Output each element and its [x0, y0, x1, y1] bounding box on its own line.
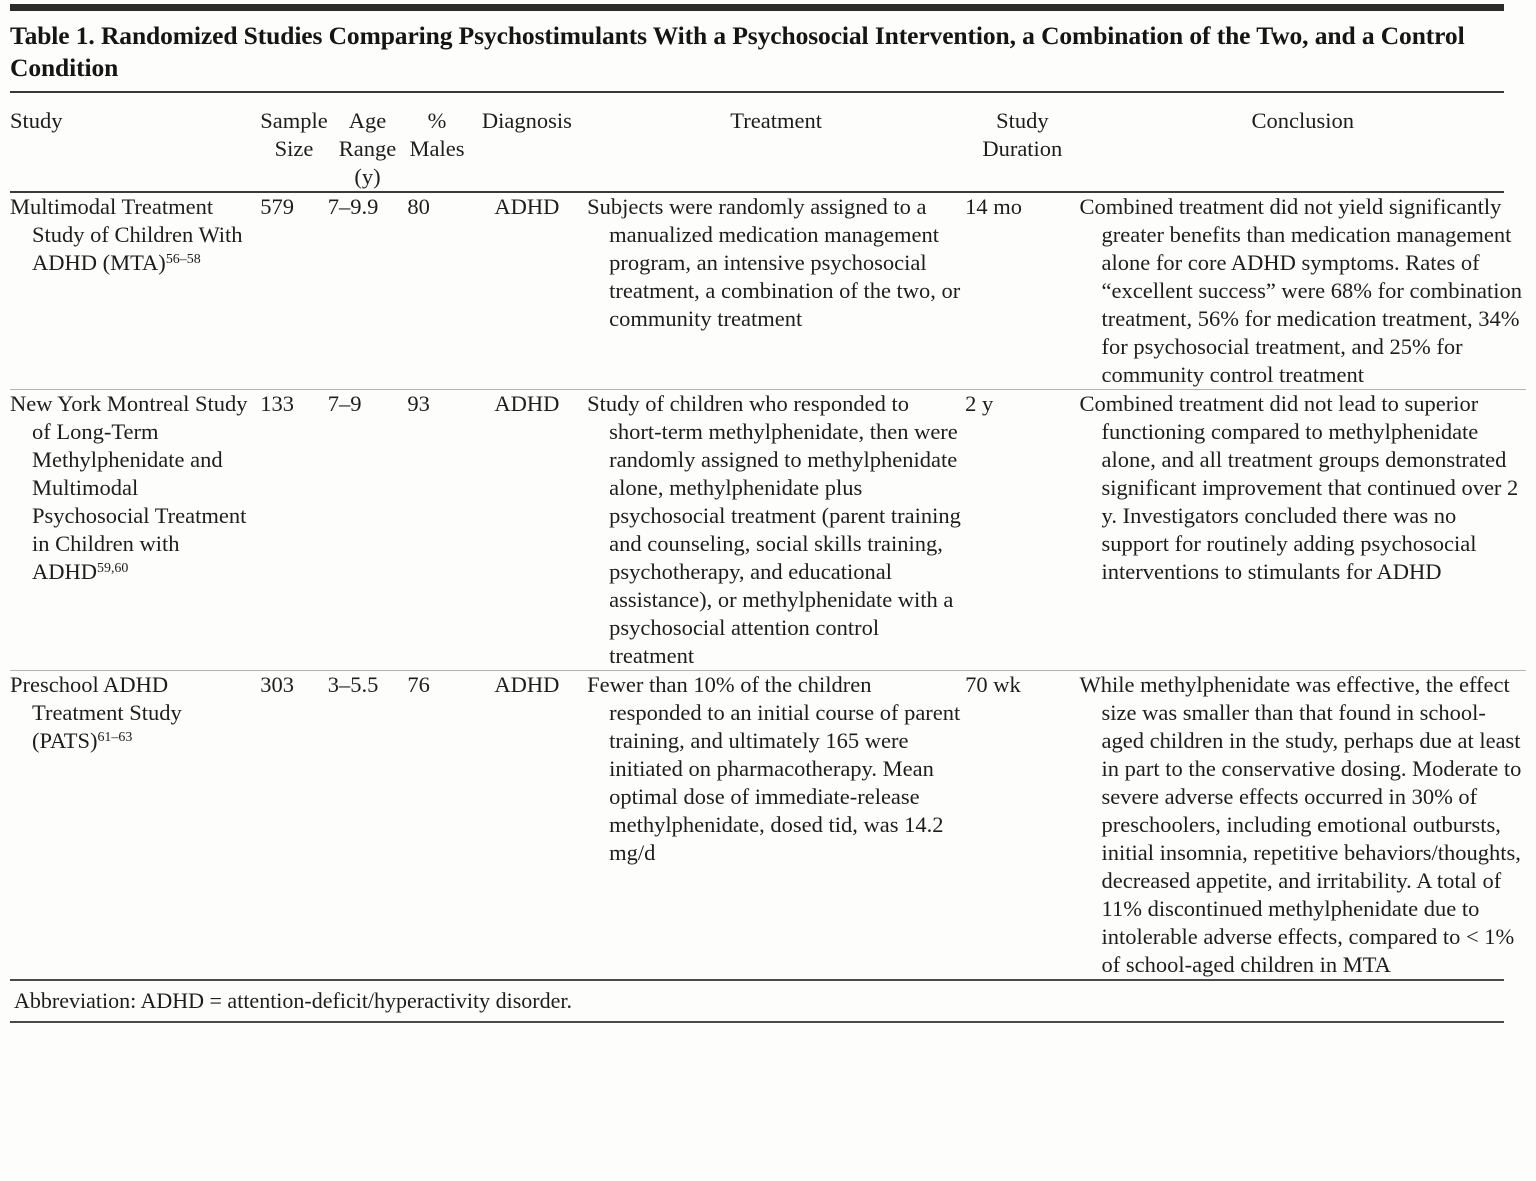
cell-study: Multimodal Treatment Study of Children W… [10, 193, 260, 390]
cell-sample-size: 133 [260, 390, 295, 416]
cell-conclusion: Combined treatment did not lead to super… [1080, 390, 1526, 671]
cell-study: New York Montreal Study of Long-Term Met… [10, 390, 260, 671]
cell-conclusion: While methylphenidate was effective, the… [1080, 671, 1526, 979]
cell-sample-size: 579 [260, 193, 295, 219]
cell-study: Preschool ADHD Treatment Study (PATS)61–… [10, 671, 260, 979]
study-name: Preschool ADHD Treatment Study (PATS) [10, 671, 182, 753]
column-header-conclusion: Conclusion [1251, 107, 1355, 133]
cell-conclusion: Combined treatment did not yield signifi… [1080, 193, 1526, 390]
row-separator-rule [10, 389, 1526, 390]
cell-age-range: 7–9.9 [327, 193, 379, 219]
treatment-text: Fewer than 10% of the children responded… [587, 671, 961, 865]
cell-treatment: Study of children who responded to short… [587, 390, 965, 671]
cell-sample-size: 303 [260, 671, 295, 697]
studies-table-body: Multimodal Treatment Study of Children W… [10, 193, 1526, 979]
cell-percent-males: 93 [407, 390, 430, 416]
row-separator-rule [10, 670, 1526, 671]
header-spacer-row [10, 93, 1526, 107]
cell-diagnosis: ADHD [494, 390, 560, 416]
conclusion-text: Combined treatment did not lead to super… [1079, 390, 1519, 584]
column-header-study-duration: Study Duration [982, 107, 1063, 161]
study-reference: 61–63 [97, 729, 133, 745]
cell-study-duration: 14 mo [965, 193, 1023, 219]
table-body: Multimodal Treatment Study of Children W… [10, 193, 1526, 979]
study-name: Multimodal Treatment Study of Children W… [10, 193, 243, 275]
cell-study-duration: 2 y [965, 390, 994, 416]
header-spacer [10, 93, 1526, 107]
treatment-text: Study of children who responded to short… [587, 390, 961, 668]
studies-table: Study Sample Size Age Range (y) % Males … [10, 93, 1526, 191]
table-row: Multimodal Treatment Study of Children W… [10, 193, 1526, 390]
table-container: Table 1. Randomized Studies Comparing Ps… [0, 4, 1536, 1024]
cell-study-duration: 70 wk [965, 671, 1021, 697]
column-header-treatment: Treatment [730, 107, 822, 133]
cell-treatment: Fewer than 10% of the children responded… [587, 671, 965, 979]
column-header-sample-size: Sample Size [260, 107, 328, 161]
top-decorative-rule [10, 4, 1504, 11]
column-header-study: Study [10, 107, 63, 133]
column-header-diagnosis: Diagnosis [481, 107, 572, 133]
footnote-top-rule [10, 978, 1504, 981]
study-name: New York Montreal Study of Long-Term Met… [10, 390, 248, 584]
row-separator [10, 389, 1526, 390]
table-row: New York Montreal Study of Long-Term Met… [10, 390, 1526, 671]
table-footnote: Abbreviation: ADHD = attention-deficit/h… [14, 987, 572, 1013]
header-bottom-rule [10, 190, 1504, 193]
conclusion-text: While methylphenidate was effective, the… [1079, 671, 1522, 977]
cell-diagnosis: ADHD [494, 671, 560, 697]
cell-age-range: 7–9 [327, 390, 362, 416]
table-row: Preschool ADHD Treatment Study (PATS)61–… [10, 671, 1526, 979]
row-separator [10, 670, 1526, 671]
table-title: Table 1. Randomized Studies Comparing Ps… [10, 21, 1465, 82]
cell-percent-males: 80 [407, 193, 430, 219]
treatment-text: Subjects were randomly assigned to a man… [587, 193, 961, 331]
header-row: Study Sample Size Age Range (y) % Males … [10, 107, 1526, 191]
cell-treatment: Subjects were randomly assigned to a man… [587, 193, 965, 390]
table-bottom-rule [10, 1021, 1504, 1024]
header-top-rule [10, 90, 1504, 93]
study-reference: 59,60 [97, 560, 129, 576]
cell-diagnosis: ADHD [494, 193, 560, 219]
cell-age-range: 3–5.5 [327, 671, 379, 697]
study-reference: 56–58 [165, 251, 201, 267]
conclusion-text: Combined treatment did not yield signifi… [1079, 193, 1522, 387]
column-header-age-range: Age Range (y) [338, 107, 397, 189]
cell-percent-males: 76 [407, 671, 430, 697]
column-header-percent-males: % Males [409, 107, 465, 161]
table-head: Study Sample Size Age Range (y) % Males … [10, 93, 1526, 191]
